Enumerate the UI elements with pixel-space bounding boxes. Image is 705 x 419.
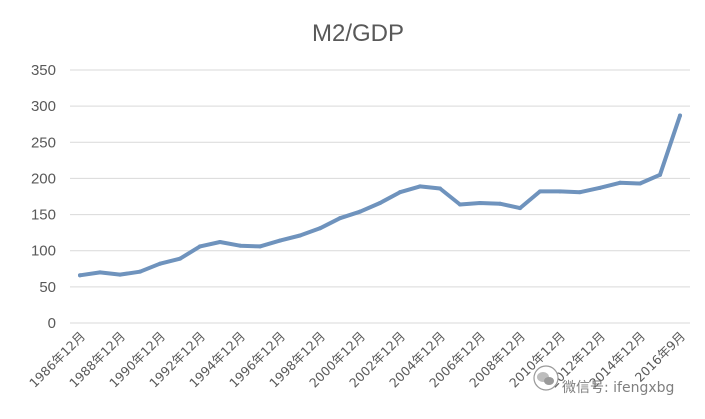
data-point bbox=[218, 240, 222, 245]
data-point bbox=[338, 216, 342, 221]
plot-area bbox=[78, 113, 682, 278]
y-tick-label: 300 bbox=[31, 98, 56, 115]
gridlines bbox=[70, 69, 690, 324]
data-point bbox=[98, 270, 102, 275]
y-tick-label: 350 bbox=[31, 62, 56, 79]
data-point bbox=[678, 113, 682, 118]
data-point bbox=[478, 201, 482, 206]
data-point bbox=[498, 201, 502, 206]
wechat-icon bbox=[533, 365, 559, 391]
y-tick-label: 200 bbox=[31, 170, 56, 187]
data-point bbox=[638, 181, 642, 186]
data-point bbox=[278, 238, 282, 243]
data-point bbox=[578, 190, 582, 195]
data-point bbox=[178, 256, 182, 261]
data-point bbox=[438, 186, 442, 191]
chart-title: M2/GDP bbox=[312, 20, 404, 47]
y-tick-label: 150 bbox=[31, 207, 56, 224]
data-point bbox=[238, 243, 242, 248]
y-tick-label: 100 bbox=[31, 243, 56, 260]
data-point bbox=[78, 273, 82, 278]
series-line bbox=[78, 113, 682, 278]
data-point bbox=[358, 209, 362, 214]
y-axis: 0 50 100 150 200 250 300 350 bbox=[31, 62, 56, 332]
data-point bbox=[378, 201, 382, 206]
data-point bbox=[298, 233, 302, 238]
data-point bbox=[198, 244, 202, 249]
y-tick-label: 50 bbox=[39, 279, 56, 296]
data-point bbox=[258, 244, 262, 249]
data-point bbox=[138, 269, 142, 274]
data-point bbox=[118, 272, 122, 277]
data-point bbox=[418, 184, 422, 189]
data-point bbox=[518, 206, 522, 211]
data-point bbox=[618, 180, 622, 185]
y-tick-label: 0 bbox=[48, 315, 56, 332]
data-point bbox=[658, 172, 662, 177]
watermark-text: 微信号: ifengxbg bbox=[562, 380, 674, 396]
data-point bbox=[318, 226, 322, 231]
data-point bbox=[458, 202, 462, 207]
y-tick-label: 250 bbox=[31, 134, 56, 151]
data-point bbox=[598, 185, 602, 190]
data-point bbox=[558, 189, 562, 194]
data-point bbox=[398, 190, 402, 195]
data-point bbox=[158, 261, 162, 266]
watermark: 微信号: ifengxbg bbox=[533, 365, 674, 396]
data-point bbox=[538, 189, 542, 194]
